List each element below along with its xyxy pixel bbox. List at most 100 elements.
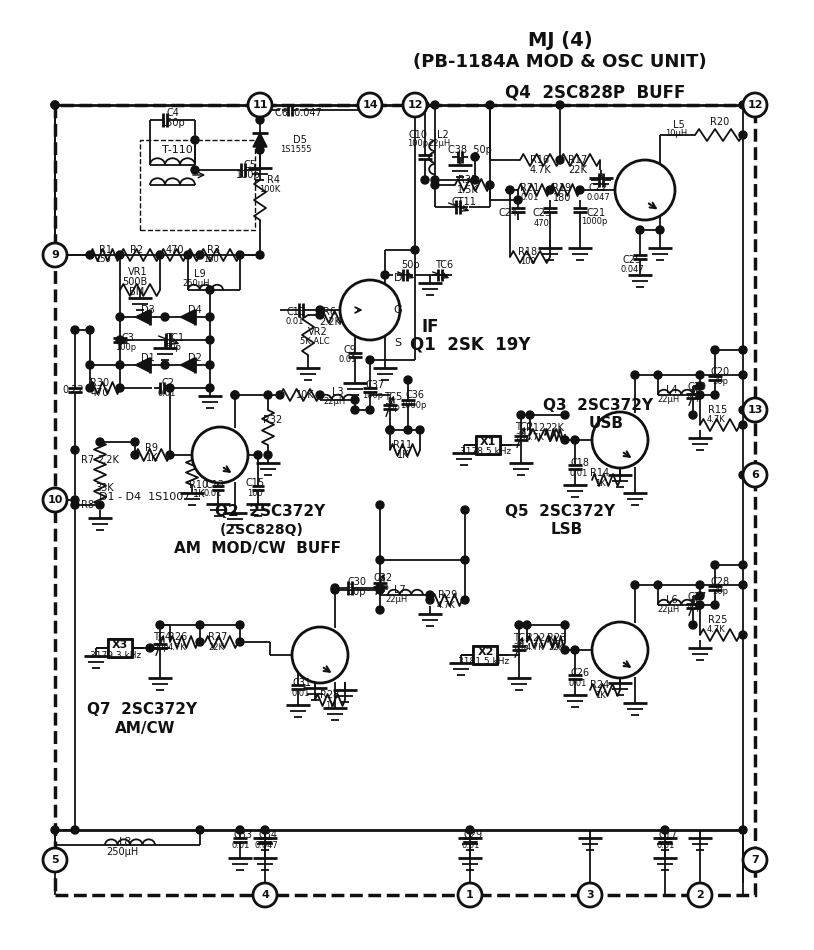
Circle shape [386,426,394,434]
Circle shape [366,406,374,414]
Circle shape [458,883,482,907]
Text: 0.01: 0.01 [204,489,222,499]
Text: R6: R6 [323,307,336,317]
Text: R20: R20 [711,117,729,127]
Text: C18: C18 [571,458,589,468]
Text: TC5: TC5 [384,392,402,402]
Circle shape [86,361,94,369]
Circle shape [416,426,424,434]
Text: 1000p: 1000p [400,401,427,409]
Circle shape [264,391,272,399]
Text: R11: R11 [393,440,413,450]
Circle shape [51,101,59,109]
Circle shape [161,313,169,321]
Text: R7: R7 [81,455,94,465]
Text: 2.2K: 2.2K [97,455,119,465]
Text: 22μH: 22μH [658,395,681,405]
Text: C30: C30 [348,577,366,587]
Text: 3178.5 kHz: 3178.5 kHz [461,447,512,457]
Text: C21: C21 [586,208,606,218]
Circle shape [351,306,359,314]
Text: L5: L5 [673,120,685,130]
Circle shape [523,621,531,629]
Polygon shape [181,310,195,324]
Circle shape [515,621,523,629]
Text: L3: L3 [332,387,344,397]
Circle shape [192,427,248,483]
Text: 470: 470 [166,245,184,255]
Circle shape [206,286,214,294]
Circle shape [206,361,214,369]
Text: 4: 4 [261,890,269,900]
Text: 30p: 30p [348,587,366,597]
Text: C4: C4 [167,108,179,118]
Text: TC3: TC3 [513,633,531,643]
Text: TC4: TC4 [153,632,171,642]
Text: 0.047: 0.047 [586,194,610,202]
Circle shape [256,146,264,154]
Circle shape [556,156,564,164]
Text: 1: 1 [466,890,474,900]
Text: C10: C10 [409,130,427,140]
Text: 33K: 33K [96,483,114,493]
Text: 30p: 30p [712,587,728,597]
Circle shape [340,280,400,340]
Text: BM: BM [129,287,145,297]
Circle shape [331,586,339,594]
Text: 4.7K: 4.7K [707,415,725,425]
Text: R32: R32 [264,415,282,425]
Text: X3: X3 [112,640,128,650]
Text: D2: D2 [188,353,202,363]
Text: D3: D3 [141,305,155,315]
Circle shape [253,883,277,907]
Text: 22μH: 22μH [324,396,346,406]
Text: AM/CW: AM/CW [115,720,175,735]
Text: VR1: VR1 [128,267,148,277]
Circle shape [351,406,359,414]
Circle shape [196,251,204,259]
Text: C27: C27 [687,592,707,602]
Circle shape [739,561,747,569]
Circle shape [421,101,429,109]
Circle shape [506,186,514,194]
Circle shape [403,93,427,117]
Circle shape [161,361,169,369]
Circle shape [96,501,104,509]
Text: 6: 6 [751,470,759,480]
Text: 0.01: 0.01 [286,317,304,327]
Circle shape [743,398,767,422]
Text: 0.01: 0.01 [462,841,480,849]
Text: 30p: 30p [712,377,728,387]
Circle shape [696,581,704,589]
Circle shape [71,826,79,834]
Circle shape [739,346,747,354]
Circle shape [206,384,214,392]
Circle shape [578,883,602,907]
Circle shape [386,426,394,434]
Text: TC2: TC2 [515,422,533,432]
Circle shape [411,101,419,109]
Circle shape [376,584,384,592]
Text: 3: 3 [586,890,593,900]
Text: C3: C3 [121,333,134,343]
Text: R2: R2 [130,245,143,255]
Circle shape [656,226,664,234]
Text: R12: R12 [527,423,545,433]
Text: R28: R28 [321,690,339,700]
Text: R24: R24 [590,680,610,690]
Circle shape [71,446,79,454]
Circle shape [366,101,374,109]
Circle shape [294,651,302,659]
Circle shape [156,621,164,629]
Text: 22μH: 22μH [386,596,408,604]
Text: USB: USB [589,415,624,430]
Circle shape [43,488,67,512]
Text: Q2  2SC372Y: Q2 2SC372Y [215,504,325,520]
Text: 7: 7 [751,855,759,865]
Circle shape [166,384,174,392]
Text: C26: C26 [571,668,589,678]
Text: L6: L6 [666,595,678,605]
Circle shape [116,313,124,321]
Text: C22: C22 [589,183,607,193]
Text: 2.2K: 2.2K [319,317,341,327]
